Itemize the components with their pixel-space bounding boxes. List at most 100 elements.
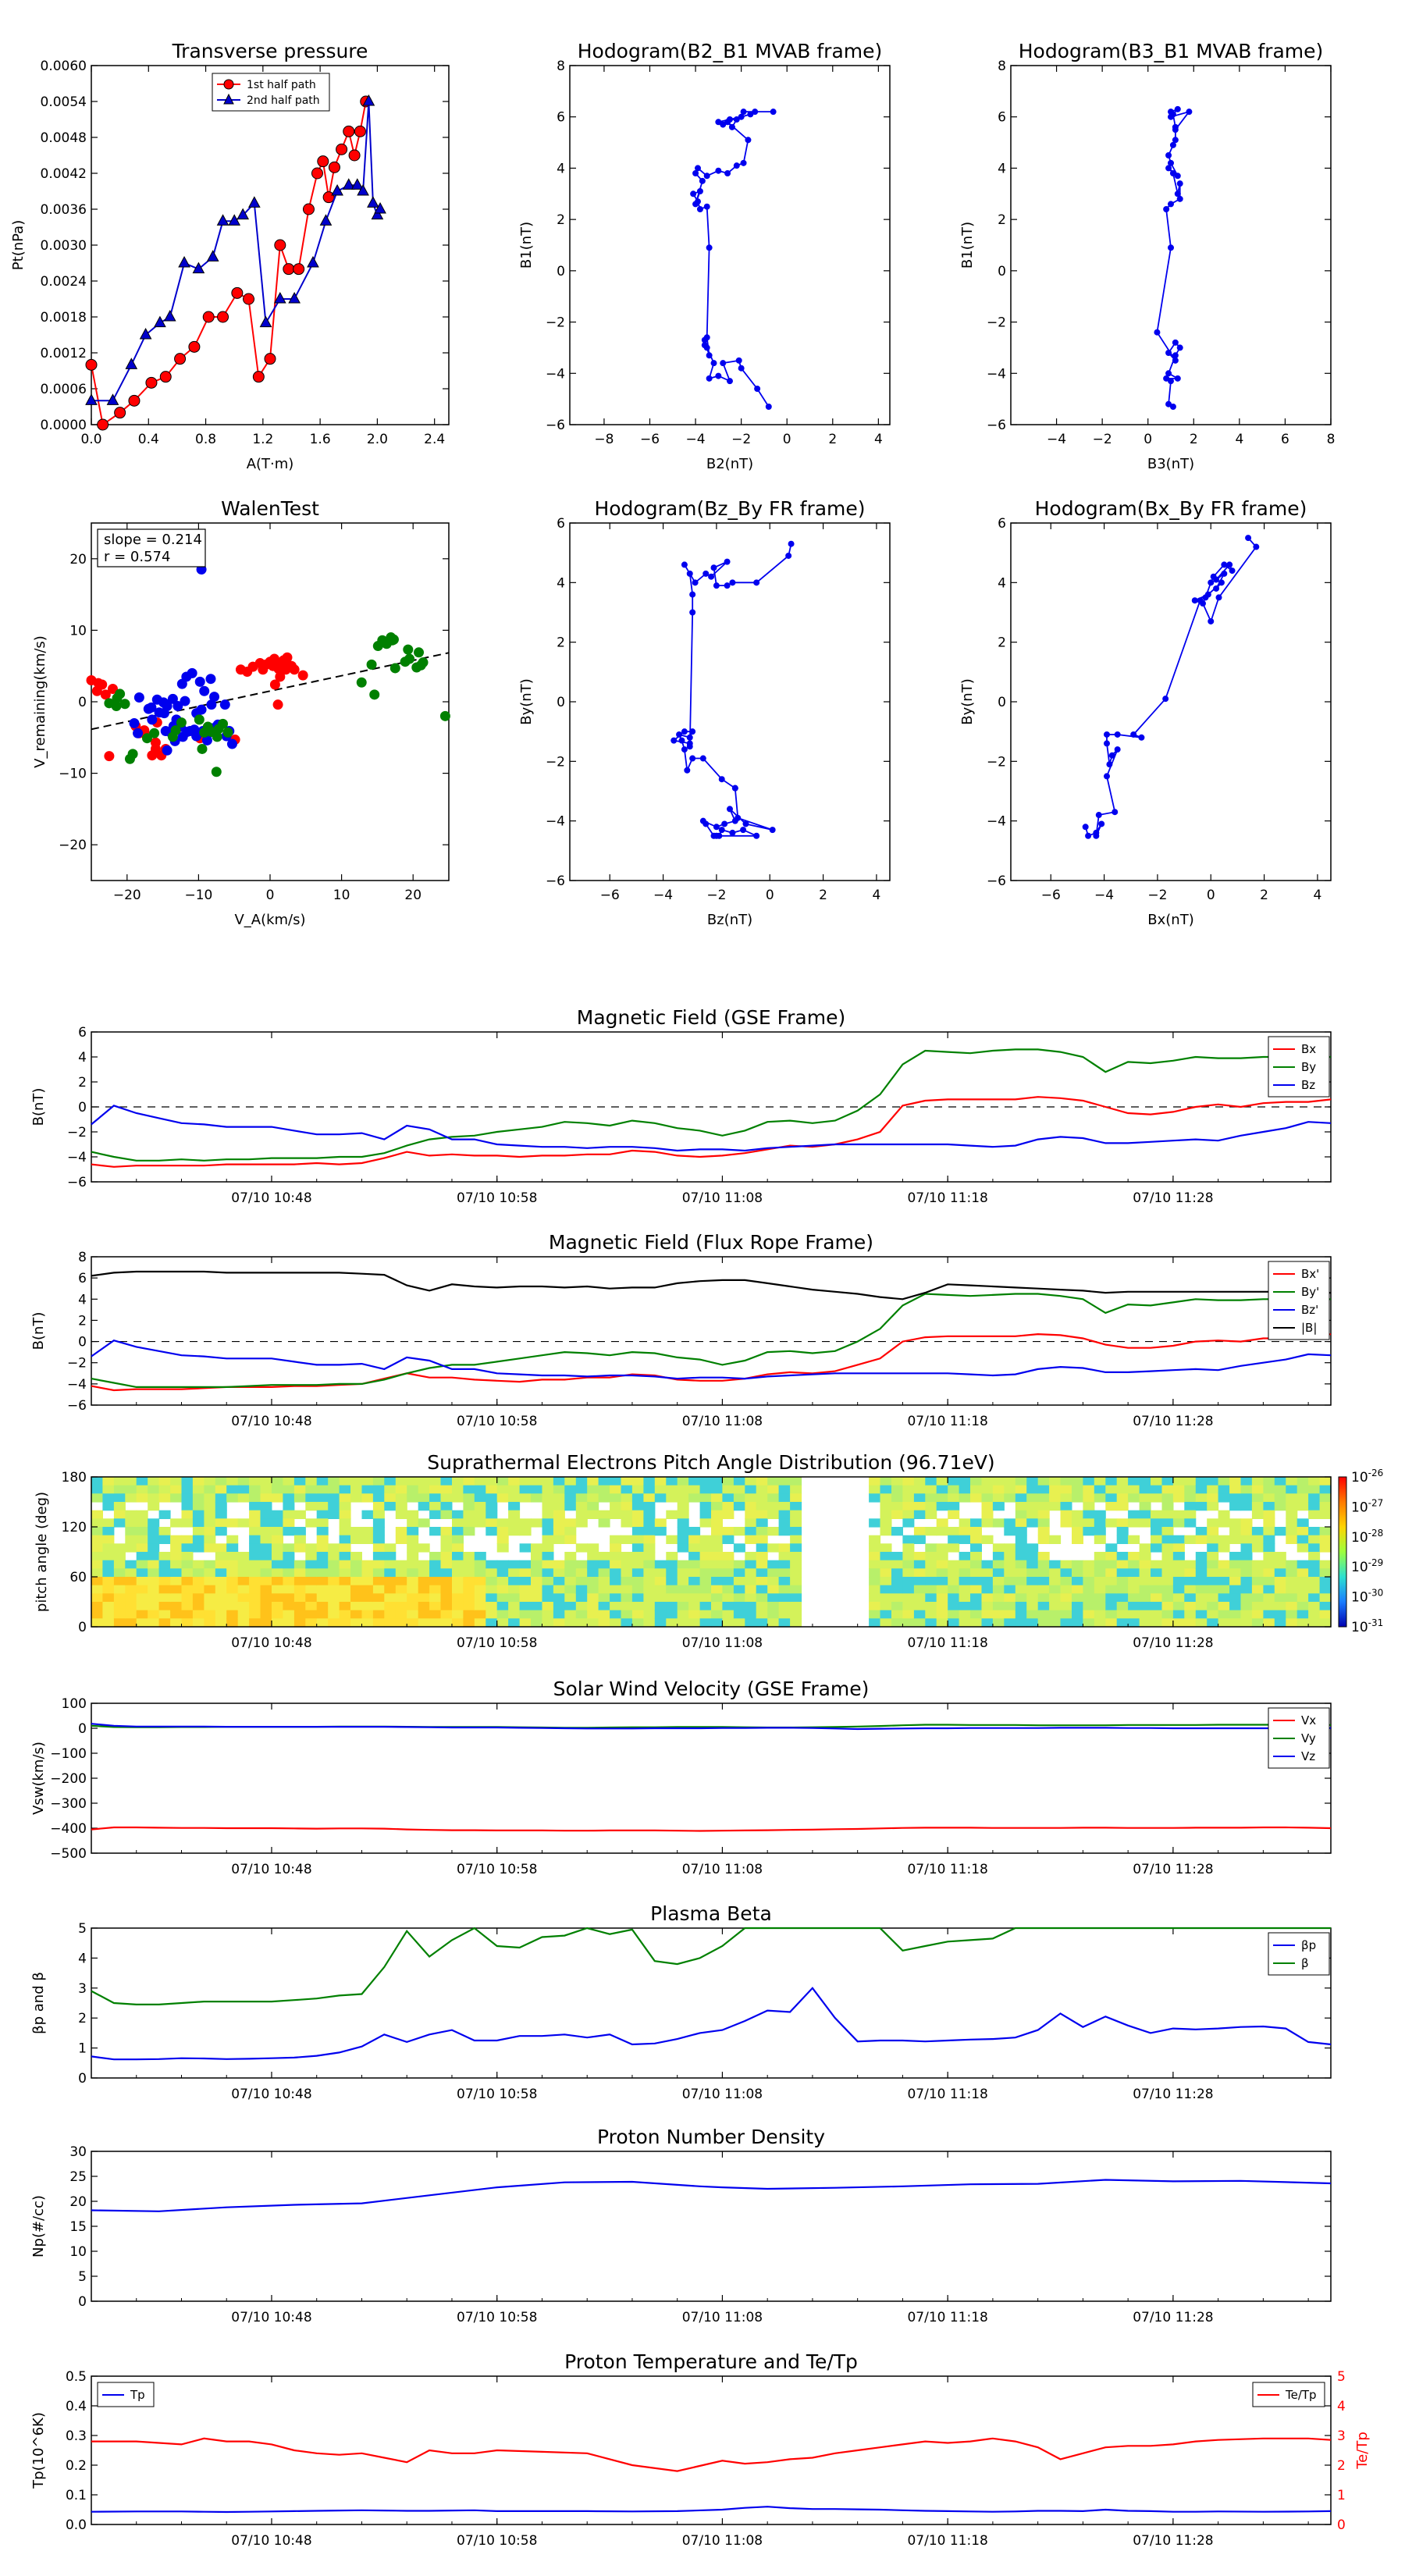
- pad-cell: [880, 1477, 892, 1486]
- pad-cell: [508, 1585, 521, 1594]
- tp-point-1-22: [362, 94, 375, 106]
- pad-cell: [339, 1610, 351, 1619]
- pad-cell: [1229, 1568, 1242, 1578]
- pad-cell: [113, 1593, 126, 1603]
- mf_fr-legend-label-3: |B|: [1301, 1321, 1317, 1335]
- pad-cell: [192, 1502, 205, 1511]
- pad-cell: [350, 1585, 362, 1594]
- pad-cell: [463, 1552, 475, 1561]
- pad-cell: [913, 1493, 926, 1503]
- pad-cell: [992, 1560, 1005, 1569]
- pad-cell: [1128, 1535, 1140, 1544]
- pad-cell: [778, 1493, 791, 1503]
- pad-cell: [1286, 1493, 1298, 1503]
- pad-cell: [553, 1593, 565, 1603]
- pad-cell: [1083, 1485, 1095, 1494]
- pad-cell: [519, 1518, 532, 1528]
- pad-cell: [790, 1593, 802, 1603]
- beta-legend: [1268, 1932, 1330, 1976]
- hbz-ylabel: By(nT): [518, 678, 535, 724]
- pad-cell: [654, 1568, 667, 1578]
- pad-cell: [204, 1518, 216, 1528]
- pad-cell: [148, 1518, 160, 1528]
- pad-cell: [767, 1502, 780, 1511]
- pad-cell: [372, 1527, 385, 1536]
- pad-cell: [1184, 1593, 1197, 1603]
- pad-cell: [767, 1585, 780, 1594]
- pad-cell: [1274, 1577, 1286, 1586]
- pad-cell: [418, 1518, 430, 1528]
- pad-cell: [1240, 1518, 1253, 1528]
- pad-cell: [1128, 1552, 1140, 1561]
- colorbar-tick-base: 10: [1351, 1470, 1368, 1485]
- pad-cell: [621, 1510, 633, 1519]
- pad-cell: [553, 1577, 565, 1586]
- pad-cell: [496, 1560, 509, 1569]
- np-ytick-label-3: 15: [69, 2219, 87, 2235]
- colorbar-tick-exp: -26: [1368, 1468, 1384, 1478]
- pad-cell: [305, 1577, 318, 1586]
- hbz-point-18: [718, 776, 725, 783]
- pad-cell: [699, 1543, 712, 1553]
- hbx-point-34: [1245, 535, 1252, 542]
- hbx-ylabel: By(nT): [959, 678, 976, 724]
- colorbar-tick-label-2: 10-28: [1351, 1528, 1383, 1546]
- mf_gse-ytick-label-3: 0: [78, 1100, 87, 1115]
- pad-cell: [102, 1610, 115, 1619]
- hbz-point-40: [713, 582, 720, 589]
- pad-cell: [452, 1518, 464, 1528]
- pad-cell: [519, 1527, 532, 1536]
- pad-cell: [361, 1493, 374, 1503]
- pad-cell: [654, 1485, 667, 1494]
- pad-cell: [452, 1593, 464, 1603]
- walen-point-red-38: [282, 652, 293, 663]
- pad-cell: [564, 1502, 577, 1511]
- vsw-legend-label-0: Vx: [1301, 1713, 1316, 1727]
- pad-cell: [936, 1485, 948, 1494]
- pad-cell: [654, 1577, 667, 1586]
- pad-cell: [1263, 1568, 1275, 1578]
- hb3-title: Hodogram(B3_B1 MVAB frame): [1019, 40, 1324, 62]
- pad-cell: [418, 1610, 430, 1619]
- pad-cell: [1116, 1518, 1129, 1528]
- pad-cell: [474, 1602, 486, 1611]
- pad-cell: [181, 1618, 194, 1628]
- pad-cell: [272, 1518, 283, 1528]
- pad-cell: [1094, 1527, 1106, 1536]
- pad-cell: [1049, 1585, 1062, 1594]
- pad-cell: [1319, 1493, 1332, 1503]
- pad-cell: [733, 1610, 745, 1619]
- pad-cell: [925, 1577, 937, 1586]
- hb3-point-18: [1169, 170, 1176, 176]
- hbx-point-7: [1104, 773, 1110, 780]
- mf_gse-xtick-label-0: 07/10 10:48: [231, 1190, 311, 1206]
- pad-cell: [305, 1610, 318, 1619]
- pad-cell: [790, 1518, 802, 1528]
- pad-cell: [621, 1502, 633, 1511]
- pad-cell: [429, 1527, 442, 1536]
- pad-cell: [496, 1527, 509, 1536]
- pad-cell: [1274, 1552, 1286, 1561]
- pad-cell: [1116, 1602, 1129, 1611]
- pad-cell: [1161, 1618, 1174, 1628]
- pad-cell: [170, 1477, 183, 1486]
- pad-cell: [688, 1552, 701, 1561]
- pad-cell: [1274, 1527, 1286, 1536]
- pad-cell: [542, 1527, 554, 1536]
- pad-cell: [992, 1552, 1005, 1561]
- pad-cell: [474, 1585, 486, 1594]
- pad-cell: [350, 1568, 362, 1578]
- tp_temp-ytick-label-5: 0.5: [66, 2369, 87, 2385]
- pad-cell: [1195, 1560, 1208, 1569]
- pad-cell: [328, 1610, 340, 1619]
- hb3-point-16: [1176, 180, 1183, 187]
- pad-cell: [170, 1593, 183, 1603]
- vsw-series-0: [91, 1826, 1332, 1832]
- vsw-ytick-label-4: −100: [50, 1746, 87, 1762]
- pad-cell: [204, 1477, 216, 1486]
- pad-cell: [372, 1493, 385, 1503]
- pad-cell: [790, 1543, 802, 1553]
- pad-cell: [654, 1610, 667, 1619]
- pad-cell: [418, 1477, 430, 1486]
- pad-cell: [91, 1543, 103, 1553]
